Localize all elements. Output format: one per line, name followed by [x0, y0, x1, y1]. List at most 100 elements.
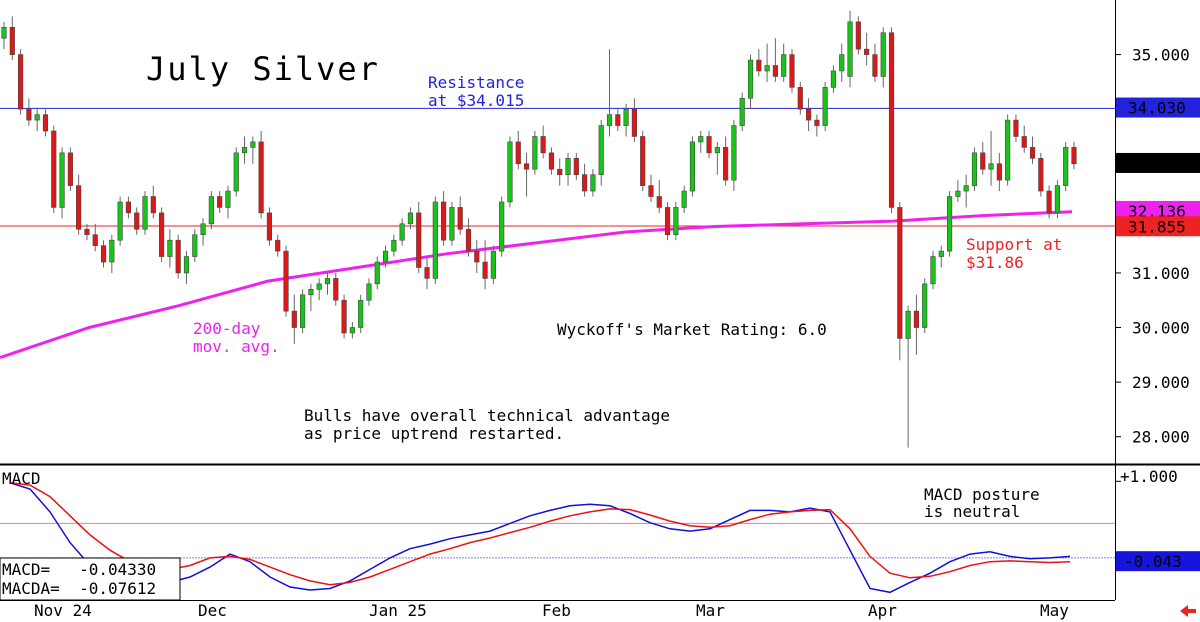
candle — [208, 191, 214, 230]
candle — [888, 27, 895, 213]
candle — [18, 49, 24, 115]
macd-readout: MACD= -0.04330 — [2, 560, 156, 579]
candle — [183, 251, 190, 284]
candle — [772, 38, 778, 82]
candle — [515, 131, 521, 170]
x-tick-label: Dec — [198, 601, 227, 620]
candle — [623, 103, 629, 137]
candle — [731, 120, 737, 192]
candle — [474, 240, 480, 273]
resistance-label-line1: Resistance — [428, 73, 524, 92]
candle — [283, 245, 289, 317]
candle — [499, 196, 505, 257]
candle — [1, 21, 7, 50]
candle — [374, 256, 380, 290]
candle — [747, 54, 754, 110]
candle — [996, 152, 1002, 192]
candle — [225, 185, 231, 219]
candle — [490, 245, 496, 284]
candle — [142, 191, 148, 235]
candle — [582, 163, 588, 197]
svg-text:34.030: 34.030 — [1128, 99, 1186, 118]
macd-title: MACD — [2, 469, 41, 488]
candle — [51, 125, 57, 213]
candle — [1063, 141, 1069, 192]
candle — [673, 201, 679, 241]
candle — [797, 81, 803, 115]
back-arrow-icon[interactable] — [1180, 605, 1196, 617]
x-tick-label: Feb — [542, 601, 571, 620]
candle — [822, 81, 828, 132]
macd-price-tag: -0.043 — [1116, 551, 1200, 572]
candle — [1005, 114, 1011, 186]
candle — [1013, 114, 1019, 142]
candle — [67, 147, 73, 192]
candle — [399, 218, 405, 246]
candle — [872, 43, 878, 82]
candle — [134, 207, 140, 235]
candle — [648, 174, 654, 202]
svg-text:-0.043: -0.043 — [1124, 552, 1182, 571]
candle — [167, 229, 173, 268]
candle — [507, 136, 513, 208]
candle — [324, 272, 331, 295]
candle — [631, 98, 637, 142]
candle — [913, 294, 919, 355]
candle — [84, 223, 90, 241]
candle — [573, 152, 579, 181]
candle — [358, 294, 364, 333]
candle — [847, 10, 853, 88]
candle — [275, 234, 281, 257]
candle — [897, 201, 903, 361]
candle — [938, 245, 944, 268]
candle — [548, 147, 555, 175]
candle — [407, 207, 414, 230]
candle — [382, 245, 389, 268]
candle — [540, 125, 546, 159]
candle — [714, 141, 720, 175]
candle — [349, 322, 355, 339]
candle — [482, 240, 488, 290]
x-tick-label: May — [1040, 601, 1069, 620]
candle — [557, 158, 563, 186]
candle — [457, 196, 463, 235]
candle — [598, 120, 604, 186]
candle — [192, 229, 198, 263]
candle — [308, 283, 314, 312]
svg-text:31.855: 31.855 — [1128, 217, 1186, 236]
candle — [905, 305, 911, 448]
candle — [416, 201, 422, 273]
x-tick-label: Apr — [868, 601, 897, 620]
candle — [764, 43, 770, 82]
chart-title: July Silver — [146, 50, 380, 88]
candle — [341, 294, 347, 339]
candle — [664, 201, 671, 241]
candle — [217, 191, 223, 213]
candle — [1021, 125, 1027, 153]
candle — [781, 43, 787, 82]
candle — [947, 191, 953, 257]
candle — [1046, 185, 1052, 219]
candle — [125, 196, 131, 219]
candle — [117, 196, 123, 246]
candle — [241, 136, 248, 164]
price-tag: 32.136 — [1116, 200, 1200, 221]
ma-label-line2: mov. avg. — [193, 337, 280, 356]
candle — [432, 196, 438, 284]
y-tick-label: 31.000 — [1132, 264, 1190, 283]
candle — [34, 109, 40, 132]
macd-note-line1: MACD posture — [924, 485, 1040, 504]
y-tick-label: 35.000 — [1132, 46, 1190, 65]
price-tag: 33.015 — [1116, 152, 1200, 173]
candle — [532, 131, 538, 175]
candle — [681, 185, 687, 213]
candle — [706, 131, 712, 159]
candle — [565, 152, 571, 186]
candle — [300, 289, 306, 333]
candle — [1029, 136, 1036, 164]
candle — [855, 16, 861, 55]
candle — [441, 191, 447, 246]
candle — [955, 180, 961, 202]
x-axis: Nov 24 Dec Jan 25 Feb Mar Apr May — [34, 601, 1069, 620]
